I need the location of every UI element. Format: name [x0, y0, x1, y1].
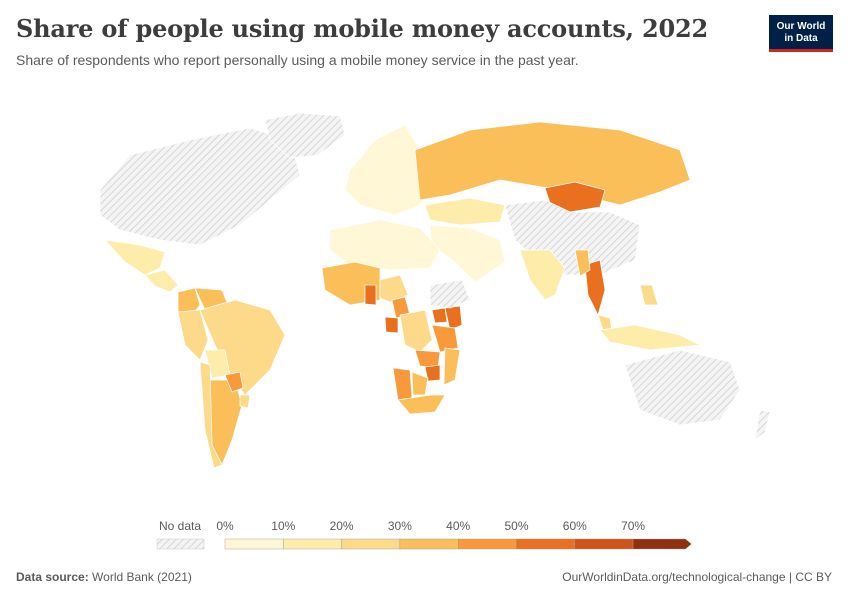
region-peru[interactable] — [177, 309, 209, 361]
world-map — [99, 112, 771, 469]
region-gabon[interactable] — [384, 316, 399, 334]
region-kazakhstan[interactable] — [424, 197, 506, 226]
legend-tick-0: 0% — [216, 519, 234, 533]
region-russia[interactable] — [414, 121, 691, 206]
owid-logo[interactable]: Our World in Data — [769, 15, 833, 52]
region-thailand[interactable] — [584, 259, 606, 316]
legend-bin-3 — [399, 538, 459, 550]
region-new-zealand[interactable] — [754, 409, 771, 441]
region-north-america[interactable] — [99, 127, 301, 246]
legend-bin-7 — [632, 538, 692, 550]
region-mexico[interactable] — [104, 239, 166, 276]
legend-bin-2 — [341, 538, 401, 550]
legend-bin-1 — [283, 538, 342, 550]
region-paraguay[interactable] — [224, 371, 244, 393]
region-dr-congo[interactable] — [399, 309, 433, 353]
logo-line-1: Our World — [776, 21, 826, 32]
legend-bins: 0% 10% 20% 30% 40% 50% 60% 70% — [216, 519, 692, 550]
region-greenland[interactable] — [264, 112, 346, 159]
region-ghana[interactable] — [364, 284, 377, 306]
legend-no-data-label: No data — [159, 519, 201, 533]
region-tanzania[interactable] — [431, 324, 459, 353]
legend-no-data-swatch — [156, 538, 205, 550]
region-indonesia[interactable] — [599, 324, 702, 351]
region-philippines[interactable] — [639, 284, 659, 306]
legend-tick-6: 60% — [563, 519, 587, 533]
data-source-value: World Bank (2021) — [92, 570, 192, 584]
data-source: Data source: World Bank (2021) — [16, 570, 192, 584]
legend-tick-3: 30% — [388, 519, 412, 533]
region-botswana[interactable] — [411, 371, 429, 396]
legend: No data 0% 10% 20% 30% 40% 50% 60% 70% — [156, 519, 692, 550]
logo-line-2: in Data — [784, 33, 818, 44]
region-chile[interactable] — [199, 361, 223, 469]
chart-subtitle: Share of respondents who report personal… — [16, 52, 579, 68]
region-namibia[interactable] — [392, 367, 413, 401]
legend-tick-7: 70% — [621, 519, 645, 533]
legend-tick-2: 20% — [330, 519, 354, 533]
region-india[interactable] — [519, 249, 566, 301]
region-mozambique[interactable] — [443, 347, 461, 386]
legend-bin-0 — [224, 538, 284, 550]
region-australia[interactable] — [624, 349, 741, 426]
region-middle-east[interactable] — [429, 224, 506, 283]
region-central-america[interactable] — [144, 269, 179, 293]
legend-bin-5 — [516, 538, 575, 550]
legend-tick-5: 50% — [504, 519, 528, 533]
footer-url[interactable]: OurWorldinData.org/technological-change … — [562, 570, 832, 584]
map-regions — [99, 112, 771, 469]
region-myanmar[interactable] — [574, 249, 591, 277]
legend-tick-4: 40% — [446, 519, 470, 533]
region-uganda[interactable] — [431, 307, 448, 324]
region-uruguay[interactable] — [239, 394, 251, 409]
region-south-africa[interactable] — [397, 394, 446, 415]
region-kenya[interactable] — [444, 305, 463, 331]
region-ethiopia[interactable] — [429, 279, 471, 309]
region-north-africa[interactable] — [329, 219, 441, 271]
legend-bin-4 — [458, 538, 517, 550]
data-source-label: Data source: — [16, 570, 89, 584]
legend-tick-1: 10% — [271, 519, 295, 533]
legend-bin-6 — [574, 538, 634, 550]
region-zimbabwe[interactable] — [424, 364, 441, 382]
chart-title: Share of people using mobile money accou… — [16, 14, 708, 43]
